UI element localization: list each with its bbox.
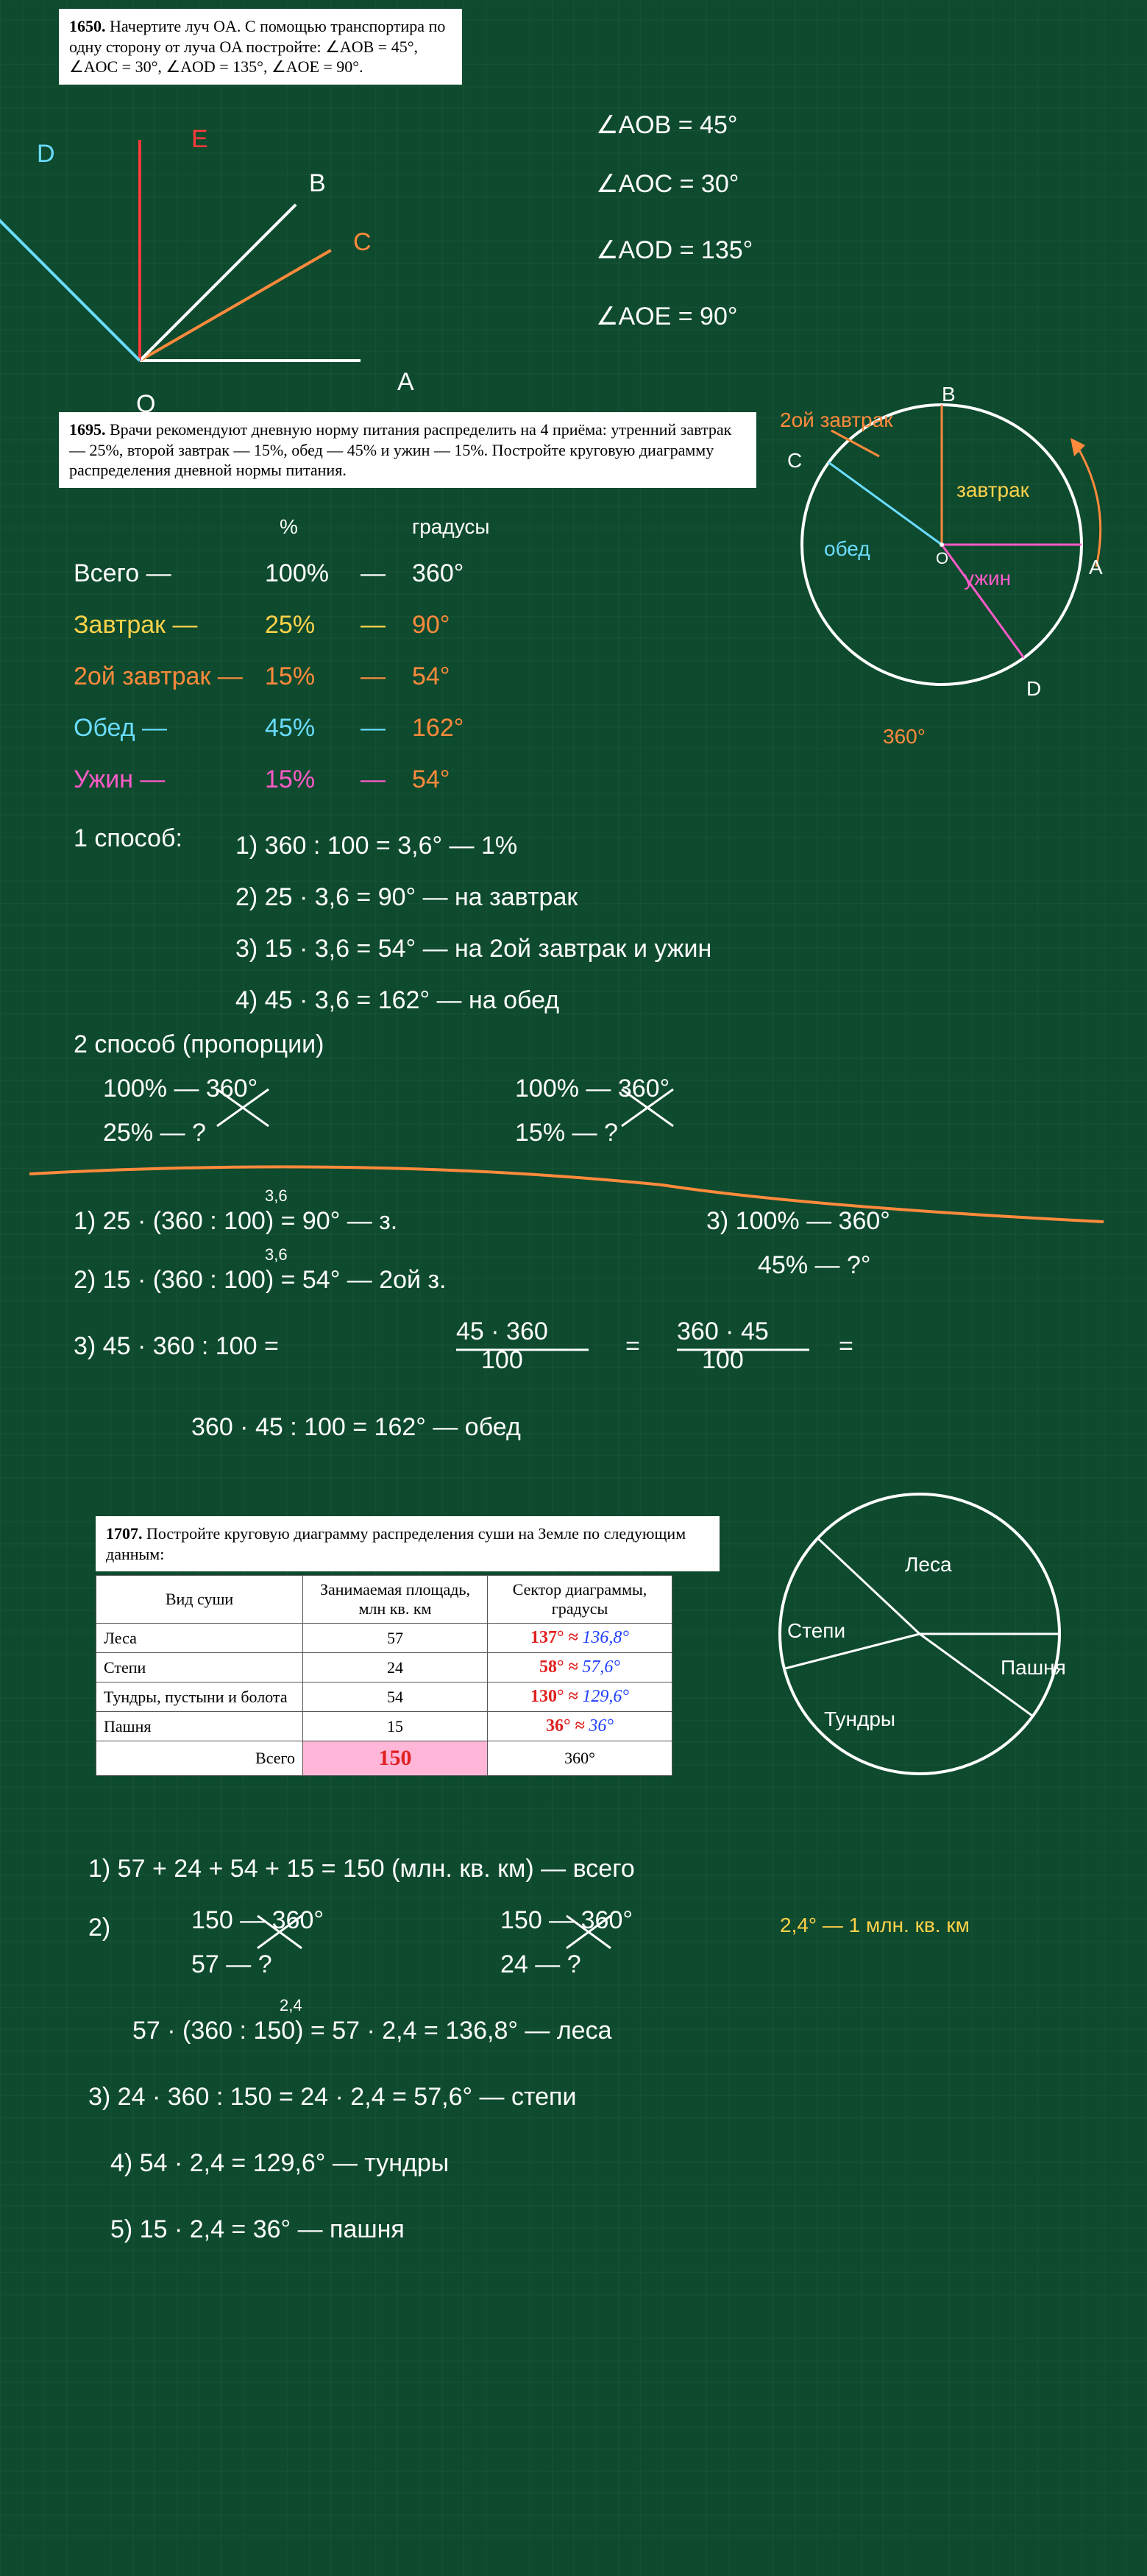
calc1707b-2: 4) 54 · 2,4 = 129,6° — тундры — [110, 2149, 449, 2178]
ray-label-c: C — [353, 228, 372, 257]
proportion-line: 150 — 360° — [500, 1906, 633, 1935]
calc1707b-3: 5) 15 · 2,4 = 36° — пашня — [110, 2215, 405, 2244]
fraction-1: 45 · 360100 — [456, 1317, 548, 1375]
calc-sup-1: 3,6 — [265, 1245, 288, 1264]
calc1707-0: 1) 57 + 24 + 54 + 15 = 150 (млн. кв. км)… — [88, 1855, 635, 1883]
calc-line-3: 45% — ?° — [758, 1251, 870, 1280]
yellow-note: 2,4° — 1 млн. кв. км — [780, 1914, 970, 1937]
calc-line-0: 1) 25 · (360 : 100) = 90° — з. — [74, 1207, 397, 1236]
pie1707-label-2: Тундры — [824, 1708, 895, 1731]
proportion-line: 24 — ? — [500, 1950, 581, 1979]
proportion-line: 57 — ? — [191, 1950, 272, 1979]
calc1707b-0: 57 · (360 : 150) = 57 · 2,4 = 136,8° — л… — [132, 2017, 612, 2045]
fraction-2: 360 · 45100 — [677, 1317, 769, 1375]
ray-label-a: A — [397, 368, 414, 397]
calc-line-4: 3) 45 · 360 : 100 = — [74, 1332, 279, 1361]
calc-sup-0: 3,6 — [265, 1186, 288, 1206]
ray-label-d: D — [37, 140, 55, 169]
calc1707-1: 2) — [88, 1914, 110, 1942]
pie1707-label-0: Леса — [905, 1553, 952, 1577]
eq-sign: = — [625, 1332, 640, 1361]
calc1707b-1: 3) 24 · 360 : 150 = 24 · 2,4 = 57,6° — с… — [88, 2083, 576, 2112]
ray-label-e: E — [191, 125, 208, 154]
misc-svg — [0, 0, 1147, 1472]
pie1707-label-1: Степи — [787, 1619, 845, 1643]
calc1707b-sup-0: 2,4 — [280, 1996, 302, 2015]
pie1707-label-3: Пашня — [1001, 1656, 1066, 1680]
eq-sign-2: = — [839, 1332, 853, 1361]
calc-line-1: 2) 15 · (360 : 100) = 54° — 2ой з. — [74, 1266, 447, 1295]
origin-label: O — [136, 390, 155, 419]
ray-label-b: B — [309, 169, 326, 198]
calc-line-2: 3) 100% — 360° — [706, 1207, 890, 1236]
proportion-line: 150 — 360° — [191, 1906, 324, 1935]
calc-final: 360 · 45 : 100 = 162° — обед — [191, 1413, 521, 1442]
